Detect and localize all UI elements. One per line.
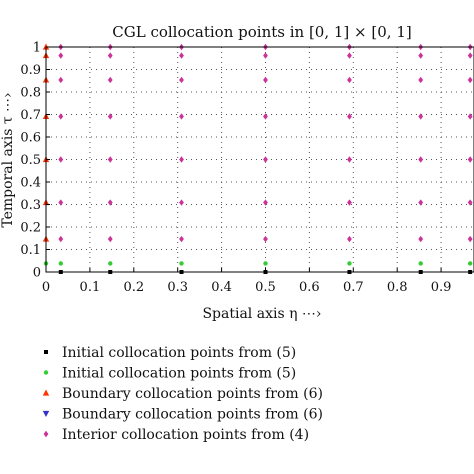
- y-tick-label: 0.6: [20, 131, 41, 146]
- legend-marker: [42, 389, 50, 396]
- data-point: [107, 199, 113, 206]
- legend-entry: Boundary collocation points from (6): [42, 407, 323, 423]
- data-point: [263, 52, 268, 59]
- y-tick-label: 0.3: [20, 198, 41, 213]
- x-tick-label: 0.1: [80, 280, 101, 295]
- data-point: [58, 76, 64, 84]
- data-point: [107, 76, 113, 84]
- x-tick-label: 0.8: [387, 280, 408, 295]
- data-point: [467, 199, 473, 206]
- data-point: [418, 156, 424, 163]
- legend-label: Boundary collocation points from (6): [62, 407, 323, 423]
- legend: Initial collocation points from (5) Initi…: [42, 345, 323, 443]
- legend-marker: [43, 370, 49, 375]
- x-ticks: 0 0.1 0.2 0.3 0.4 0.5 0.6 0.7 0.8 0.9: [42, 268, 452, 295]
- data-points: [42, 43, 473, 274]
- data-point: [347, 113, 352, 120]
- data-point: [107, 113, 113, 120]
- data-point: [107, 235, 113, 243]
- data-point: [58, 235, 64, 243]
- data-point: [58, 113, 64, 120]
- data-point: [107, 52, 113, 59]
- y-tick-label: 0.9: [20, 63, 41, 78]
- x-tick-label: 0.2: [123, 280, 144, 295]
- y-tick-label: 0.4: [20, 176, 41, 191]
- data-point: [467, 156, 473, 163]
- legend-entry: Boundary collocation points from (6): [42, 386, 323, 402]
- data-point: [263, 76, 268, 84]
- legend-entry: Initial collocation points from (5): [43, 366, 296, 382]
- data-point: [347, 156, 352, 163]
- x-tick-label: 0.7: [343, 280, 364, 295]
- x-tick-label: 0.3: [167, 280, 188, 295]
- legend-label: Initial collocation points from (5): [62, 345, 296, 361]
- legend-marker: [43, 430, 49, 438]
- data-point: [467, 113, 473, 120]
- data-point: [418, 235, 424, 243]
- y-ticks: 0 0.1 0.2 0.3 0.4 0.5 0.6 0.7 0.8 0.9 1: [20, 41, 50, 281]
- y-axis-label: Temporal axis τ ⋯›: [0, 92, 16, 227]
- legend-entry: Initial collocation points from (5): [44, 345, 296, 361]
- y-tick-label: 0: [33, 266, 41, 281]
- data-point: [347, 52, 352, 59]
- data-point: [347, 261, 352, 266]
- legend-label: Boundary collocation points from (6): [62, 386, 323, 402]
- data-point: [179, 113, 184, 120]
- data-point: [263, 113, 268, 120]
- x-tick-label: 0: [42, 280, 50, 295]
- data-point: [467, 235, 473, 243]
- x-tick-label: 0.6: [299, 280, 320, 295]
- data-point: [58, 52, 64, 59]
- data-point: [467, 52, 473, 59]
- legend-marker: [44, 350, 48, 354]
- data-point: [108, 261, 113, 266]
- data-point: [179, 52, 184, 59]
- y-tick-label: 0.7: [20, 108, 41, 123]
- data-point: [418, 76, 424, 84]
- data-point: [58, 156, 64, 163]
- legend-entry: Interior collocation points from (4): [43, 427, 309, 443]
- data-point: [467, 261, 473, 266]
- legend-label: Initial collocation points from (5): [62, 366, 296, 382]
- data-point: [179, 235, 184, 243]
- data-point: [179, 261, 184, 266]
- y-tick-label: 0.1: [20, 243, 41, 258]
- data-point: [58, 261, 63, 266]
- y-tick-label: 0.5: [20, 153, 41, 168]
- legend-marker: [42, 410, 50, 417]
- data-point: [467, 76, 473, 84]
- data-point: [58, 199, 64, 206]
- data-point: [418, 52, 424, 59]
- data-point: [179, 156, 184, 163]
- x-tick-label: 0.4: [211, 280, 232, 295]
- data-point: [418, 261, 423, 266]
- data-point: [347, 235, 352, 243]
- data-point: [179, 76, 184, 84]
- data-point: [263, 261, 268, 266]
- data-point: [263, 199, 268, 206]
- x-tick-label: 0.5: [255, 280, 276, 295]
- data-point: [418, 199, 424, 206]
- data-point: [418, 113, 424, 120]
- y-tick-label: 0.8: [20, 86, 41, 101]
- data-point: [179, 199, 184, 206]
- y-tick-label: 1: [33, 41, 41, 56]
- data-point: [263, 156, 268, 163]
- data-point: [347, 76, 352, 84]
- data-point: [347, 199, 352, 206]
- data-point: [263, 235, 268, 243]
- x-tick-label: 0.9: [431, 280, 452, 295]
- x-axis-label: Spatial axis η ⋯›: [202, 306, 321, 322]
- legend-label: Interior collocation points from (4): [62, 427, 309, 443]
- data-point: [107, 156, 113, 163]
- chart-title: CGL collocation points in [0, 1] × [0, 1…: [112, 23, 411, 41]
- y-tick-label: 0.2: [20, 221, 41, 236]
